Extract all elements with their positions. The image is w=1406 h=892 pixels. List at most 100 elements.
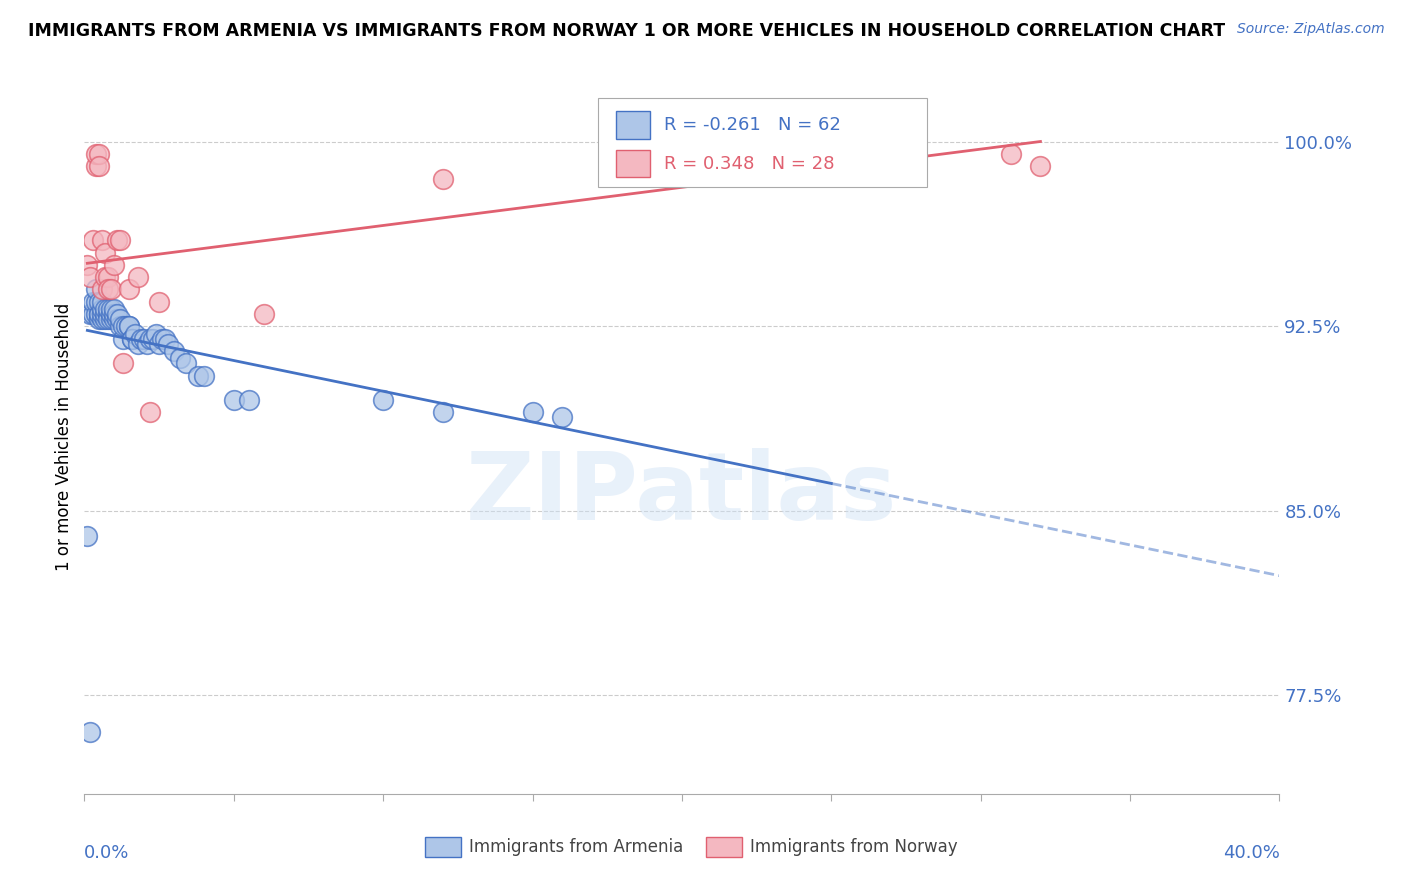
- Point: [79, 270, 101, 285]
- Point: [91, 302, 114, 317]
- Point: [238, 393, 260, 408]
- Point: [110, 319, 132, 334]
- Text: ZIPatlas: ZIPatlas: [467, 448, 897, 541]
- Point: [100, 282, 122, 296]
- Point: [94, 307, 117, 321]
- Point: [91, 307, 114, 321]
- Point: [91, 294, 114, 309]
- Point: [132, 332, 156, 346]
- Point: [522, 405, 544, 419]
- Point: [112, 319, 135, 334]
- Point: [105, 312, 128, 326]
- Point: [103, 302, 125, 317]
- Point: [169, 351, 191, 366]
- Point: [76, 528, 98, 542]
- Point: [157, 336, 180, 351]
- Y-axis label: 1 or more Vehicles in Household: 1 or more Vehicles in Household: [55, 303, 73, 571]
- Point: [139, 405, 162, 419]
- Point: [148, 294, 170, 309]
- Point: [222, 393, 245, 408]
- Point: [79, 307, 101, 321]
- Point: [121, 332, 143, 346]
- Point: [253, 307, 276, 321]
- Point: [153, 332, 176, 346]
- Point: [86, 307, 108, 321]
- Point: [79, 725, 101, 739]
- Point: [100, 307, 122, 321]
- Point: [121, 332, 143, 346]
- Text: Source: ZipAtlas.com: Source: ZipAtlas.com: [1237, 22, 1385, 37]
- Point: [89, 307, 111, 321]
- Point: [820, 135, 842, 149]
- Point: [148, 336, 170, 351]
- Bar: [616, 150, 650, 178]
- Point: [193, 368, 215, 383]
- Text: IMMIGRANTS FROM ARMENIA VS IMMIGRANTS FROM NORWAY 1 OR MORE VEHICLES IN HOUSEHOL: IMMIGRANTS FROM ARMENIA VS IMMIGRANTS FR…: [28, 22, 1225, 40]
- Point: [86, 282, 108, 296]
- Point: [100, 312, 122, 326]
- Point: [118, 319, 141, 334]
- Point: [97, 270, 120, 285]
- Point: [100, 302, 122, 317]
- Point: [94, 312, 117, 326]
- Point: [86, 147, 108, 161]
- Text: R = -0.261   N = 62: R = -0.261 N = 62: [664, 116, 841, 134]
- Point: [124, 326, 146, 341]
- Point: [91, 233, 114, 247]
- Text: R = 0.348   N = 28: R = 0.348 N = 28: [664, 154, 835, 173]
- Point: [150, 332, 173, 346]
- Point: [145, 326, 167, 341]
- Point: [110, 312, 132, 326]
- Point: [136, 336, 159, 351]
- Point: [373, 393, 395, 408]
- Point: [142, 332, 165, 346]
- Point: [86, 294, 108, 309]
- Point: [432, 405, 454, 419]
- Point: [97, 307, 120, 321]
- Point: [94, 302, 117, 317]
- Point: [89, 160, 111, 174]
- Point: [112, 332, 135, 346]
- Point: [127, 336, 149, 351]
- Bar: [706, 837, 742, 856]
- Point: [86, 160, 108, 174]
- Point: [174, 356, 197, 370]
- Point: [89, 147, 111, 161]
- Point: [127, 270, 149, 285]
- Point: [103, 258, 125, 272]
- Point: [89, 294, 111, 309]
- Point: [118, 282, 141, 296]
- Point: [91, 282, 114, 296]
- Point: [97, 312, 120, 326]
- Point: [187, 368, 209, 383]
- Text: Immigrants from Armenia: Immigrants from Armenia: [470, 838, 683, 856]
- Point: [105, 233, 128, 247]
- Point: [671, 135, 693, 149]
- Point: [103, 312, 125, 326]
- Point: [91, 312, 114, 326]
- Text: Immigrants from Norway: Immigrants from Norway: [749, 838, 957, 856]
- Point: [112, 356, 135, 370]
- FancyBboxPatch shape: [599, 98, 927, 187]
- Point: [118, 319, 141, 334]
- Bar: [616, 112, 650, 138]
- Point: [432, 171, 454, 186]
- Text: 40.0%: 40.0%: [1223, 844, 1279, 862]
- Point: [115, 319, 138, 334]
- Point: [1029, 160, 1052, 174]
- Point: [94, 245, 117, 260]
- Point: [82, 307, 104, 321]
- Point: [163, 343, 186, 358]
- Point: [97, 282, 120, 296]
- Point: [139, 332, 162, 346]
- Point: [94, 270, 117, 285]
- Text: 0.0%: 0.0%: [84, 844, 129, 862]
- Point: [82, 233, 104, 247]
- Point: [97, 302, 120, 317]
- Point: [105, 307, 128, 321]
- Point: [103, 307, 125, 321]
- Point: [1000, 147, 1022, 161]
- Point: [551, 410, 574, 425]
- Bar: [425, 837, 461, 856]
- Point: [89, 312, 111, 326]
